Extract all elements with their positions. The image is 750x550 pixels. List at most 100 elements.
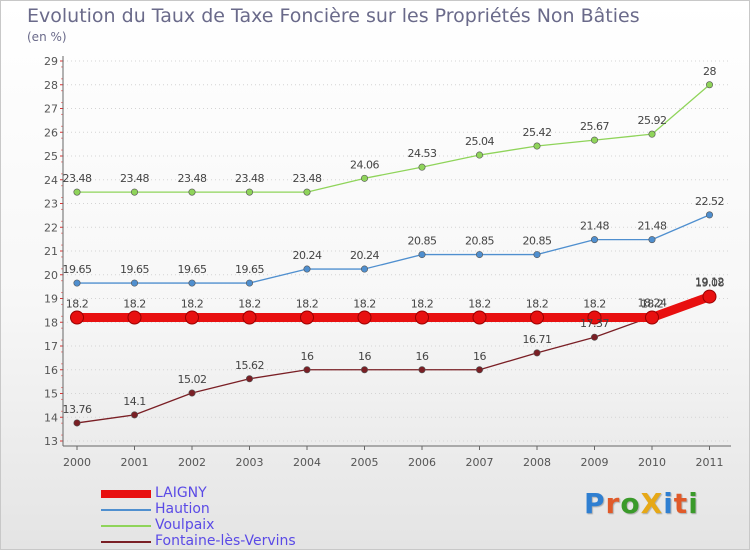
data-label: 19.12 bbox=[695, 276, 724, 289]
legend-label-voulpaix: Voulpaix bbox=[155, 517, 215, 533]
data-point bbox=[357, 310, 372, 325]
data-point bbox=[70, 310, 84, 325]
y-tick-label: 19 bbox=[44, 293, 58, 306]
data-label: 18.2 bbox=[641, 298, 664, 311]
data-label: 25.67 bbox=[580, 120, 609, 133]
data-label: 16 bbox=[301, 350, 314, 363]
y-tick-label: 28 bbox=[44, 79, 58, 92]
y-tick-label: 29 bbox=[44, 55, 58, 68]
data-point bbox=[418, 251, 426, 259]
data-point bbox=[188, 188, 196, 196]
data-point bbox=[246, 375, 254, 383]
data-label: 19.08 bbox=[695, 277, 724, 290]
data-label: 18.2 bbox=[181, 298, 204, 311]
data-label: 18.24 bbox=[638, 297, 667, 310]
legend-swatch-laigny bbox=[101, 490, 151, 498]
y-tick-label: 20 bbox=[44, 269, 58, 282]
data-point bbox=[131, 188, 139, 196]
data-label: 20.24 bbox=[350, 249, 379, 262]
data-label: 25.04 bbox=[465, 135, 494, 148]
y-tick-label: 15 bbox=[44, 388, 58, 401]
data-label: 19.65 bbox=[63, 263, 92, 276]
y-tick-label: 21 bbox=[44, 245, 58, 258]
data-label: 16 bbox=[416, 350, 429, 363]
x-tick-label: 2002 bbox=[178, 456, 206, 469]
y-tick-label: 26 bbox=[44, 126, 58, 139]
data-point bbox=[360, 265, 368, 273]
data-point bbox=[360, 366, 368, 374]
data-point bbox=[533, 142, 541, 150]
data-label: 18.2 bbox=[296, 298, 319, 311]
data-label: 18.2 bbox=[123, 298, 146, 311]
data-label: 18.2 bbox=[66, 298, 89, 311]
data-label: 19.65 bbox=[178, 263, 207, 276]
data-point bbox=[131, 279, 139, 287]
data-point bbox=[73, 279, 81, 287]
legend-label-laigny: LAIGNY bbox=[155, 485, 207, 501]
x-tick-label: 2003 bbox=[236, 456, 264, 469]
data-point bbox=[702, 289, 717, 304]
data-point bbox=[590, 333, 598, 341]
x-tick-label: 2000 bbox=[63, 456, 91, 469]
data-label: 15.02 bbox=[178, 373, 207, 386]
y-tick-label: 27 bbox=[44, 103, 58, 116]
data-point bbox=[587, 310, 602, 325]
legend-item-fontaine: Fontaine-lès-Vervins bbox=[99, 533, 359, 550]
data-label: 18.2 bbox=[411, 298, 434, 311]
legend-item-laigny: LAIGNY bbox=[99, 485, 359, 502]
data-label: 23.48 bbox=[63, 172, 92, 185]
data-point bbox=[705, 211, 713, 219]
x-tick-label: 2005 bbox=[351, 456, 379, 469]
data-point bbox=[533, 251, 541, 259]
data-point bbox=[472, 310, 487, 325]
x-tick-label: 2004 bbox=[293, 456, 321, 469]
data-point bbox=[360, 174, 368, 182]
legend-item-voulpaix: Voulpaix bbox=[99, 517, 359, 534]
data-point bbox=[131, 411, 139, 419]
data-point bbox=[590, 136, 598, 144]
data-label: 21.48 bbox=[638, 220, 667, 233]
data-label: 16 bbox=[473, 350, 486, 363]
series-line-fontaine-lès-vervins bbox=[76, 295, 710, 424]
data-point bbox=[648, 236, 656, 244]
y-tick-label: 24 bbox=[44, 174, 58, 187]
y-tick-label: 18 bbox=[44, 316, 58, 329]
x-tick-label: 2007 bbox=[466, 456, 494, 469]
chart-title: Evolution du Taux de Taxe Foncière sur l… bbox=[27, 5, 640, 27]
data-label: 23.48 bbox=[120, 172, 149, 185]
data-label: 14.1 bbox=[123, 395, 146, 408]
x-tick-label: 2009 bbox=[581, 456, 609, 469]
data-point bbox=[300, 310, 314, 325]
data-point bbox=[303, 188, 311, 196]
y-tick-label: 25 bbox=[44, 150, 58, 163]
data-label: 19.65 bbox=[235, 263, 264, 276]
y-tick-label: 13 bbox=[44, 435, 58, 448]
legend-label-fontaine: Fontaine-lès-Vervins bbox=[155, 533, 296, 549]
data-label: 28 bbox=[703, 65, 716, 78]
x-tick-label: 2001 bbox=[121, 456, 149, 469]
data-label: 16 bbox=[358, 350, 371, 363]
legend-swatch-haution bbox=[101, 509, 151, 511]
data-label: 13.76 bbox=[63, 403, 92, 416]
unit-label: (en %) bbox=[27, 30, 67, 44]
data-label: 24.53 bbox=[408, 147, 437, 160]
data-point bbox=[303, 366, 311, 374]
data-point bbox=[188, 389, 196, 397]
data-label: 18.2 bbox=[583, 298, 606, 311]
data-point bbox=[705, 81, 713, 89]
data-point bbox=[530, 310, 544, 325]
data-label: 20.85 bbox=[465, 235, 494, 248]
series-line-voulpaix bbox=[77, 84, 710, 193]
data-label: 18.2 bbox=[526, 298, 549, 311]
legend-swatch-voulpaix bbox=[101, 525, 151, 527]
data-point bbox=[418, 366, 426, 374]
data-point bbox=[475, 366, 483, 374]
data-point bbox=[475, 251, 483, 259]
data-point bbox=[188, 279, 196, 287]
x-tick-label: 2010 bbox=[638, 456, 666, 469]
data-label: 18.2 bbox=[353, 298, 376, 311]
y-tick-label: 17 bbox=[44, 340, 58, 353]
data-label: 21.48 bbox=[580, 220, 609, 233]
data-label: 23.48 bbox=[235, 172, 264, 185]
